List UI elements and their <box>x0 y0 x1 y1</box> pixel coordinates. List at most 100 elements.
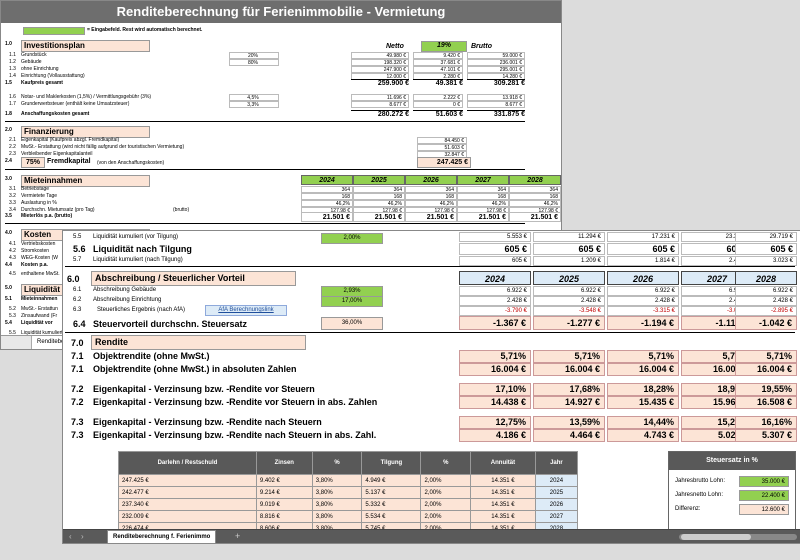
row-number: 5.5 <box>9 330 16 336</box>
loan-cell: 5.137 € <box>361 486 422 499</box>
horizontal-scrollbar[interactable] <box>679 534 797 540</box>
furniture-depreciation-input[interactable]: 17,00% <box>321 296 383 307</box>
tax-rate-input[interactable]: 36,00% <box>321 317 383 330</box>
divider <box>65 266 795 267</box>
tax-row-value[interactable]: 35.000 € <box>739 476 789 487</box>
loan-cell: 2027 <box>534 510 579 523</box>
value-cell: -2.895 € <box>735 306 797 316</box>
row-value[interactable]: 168 <box>301 193 353 200</box>
row-number: 5.1 <box>5 296 12 302</box>
row-value[interactable]: 168 <box>509 193 561 200</box>
acquisition-brutto: 331.875 € <box>467 110 525 118</box>
liquidity-label: Liquidität vor <box>21 320 53 326</box>
return-value: 4.464 € <box>533 429 605 442</box>
row-netto[interactable]: 198.320 € <box>351 59 409 66</box>
afa-calculation-link[interactable]: AfA Berechnungslink <box>205 305 287 316</box>
row-value[interactable]: 84.450 € <box>417 137 467 144</box>
return-label: Objektrendite (ohne MwSt.) in absoluten … <box>93 364 297 374</box>
cost-label: Stromkosten <box>21 248 50 254</box>
row-number: 1.2 <box>9 59 16 65</box>
loan-row: 237.340 €9.019 €3,80% 5.332 €2,00% 14.351 … <box>118 498 579 511</box>
value-cell: 6.922 € <box>533 286 605 296</box>
loan-row: 232.009 €8.816 €3,80% 5.534 €2,00% 14.351 … <box>118 510 579 523</box>
col-header-vat[interactable]: 19% <box>421 41 467 52</box>
value-cell: 5.553 € <box>459 232 531 242</box>
section-number: 2.0 <box>5 127 12 133</box>
loan-capital-value: 247.425 € <box>417 157 471 168</box>
divider <box>5 121 525 122</box>
row-input[interactable]: 3,3% <box>229 101 279 108</box>
row-netto: 8.677 € <box>351 101 409 108</box>
tax-advantage-label: Steuervorteil durchschn. Steuersatz <box>93 319 248 329</box>
tax-row-value[interactable]: 22.400 € <box>739 490 789 501</box>
section-title: Mieteinnahmen <box>21 175 150 187</box>
section-number: 4.0 <box>5 230 12 236</box>
loan-cell: 247.425 € <box>118 474 257 487</box>
row-number: 2.4 <box>5 158 12 164</box>
row-input[interactable]: 4,5% <box>229 94 279 101</box>
row-netto: 247.900 € <box>351 66 409 73</box>
row-input[interactable]: 20% <box>229 52 279 59</box>
row-value[interactable]: 168 <box>405 193 457 200</box>
tax-rate-header: Steuersatz in % <box>669 452 795 470</box>
return-label: Eigenkapital - Verzinsung bzw. -Rendite … <box>93 417 322 427</box>
row-label: MwSt.- Erstattung (wird nicht fällig auf… <box>21 144 185 150</box>
loan-cell: 242.477 € <box>118 486 257 499</box>
sheet-tab-active[interactable]: Renditeberechnung f. Ferienimmo <box>107 530 217 543</box>
col-header-brutto: Brutto <box>471 43 492 50</box>
row-number: 7.2 <box>71 397 84 407</box>
value-cell: -1.194 € <box>607 316 679 330</box>
year-header: 2026 <box>607 271 679 285</box>
legend-swatch <box>23 27 85 35</box>
tax-row-label: Jahresnetto Lohn: <box>675 492 724 498</box>
row-number: 7.1 <box>71 364 84 374</box>
tax-rate-box: Steuersatz in % Jahresbrutto Lohn: 35.000… <box>668 451 796 530</box>
row-label: Grunderwerbsteuer (enthält keine Umsatzs… <box>21 101 130 107</box>
loan-percentage-input[interactable]: 75% <box>21 157 45 168</box>
value-cell: -1.042 € <box>735 316 797 330</box>
loan-cell: 2024 <box>534 474 579 487</box>
liquidity-cumulative-after-label: Liquidität kumuliert (nach Tilgung) <box>93 257 183 263</box>
row-value[interactable]: 168 <box>353 193 405 200</box>
row-netto[interactable]: 49.980 € <box>351 52 409 59</box>
row-value: 46,2% <box>353 200 405 207</box>
year-header: 2026 <box>405 175 457 185</box>
value-cell: -1.277 € <box>533 316 605 330</box>
section-title: Abschreibung / Steuerlicher Vorteil <box>91 271 296 286</box>
vat-included-label: enthaltene MwSt. <box>21 271 60 277</box>
row-value[interactable]: 168 <box>457 193 509 200</box>
tab-scroll-left-icon[interactable]: ‹ <box>69 532 72 541</box>
sheet-tab-bar: ‹ › Renditeberechnung f. Ferienimmo + <box>63 529 800 543</box>
row-number: 3.4 <box>9 207 16 213</box>
row-label: Auslastung in % <box>21 200 57 206</box>
liquidity-input[interactable]: 2,00% <box>321 233 383 244</box>
return-label: Eigenkapital - Verzinsung bzw. -Rendite … <box>93 430 377 440</box>
return-value: 16.004 € <box>735 363 797 376</box>
value-cell: 2.428 € <box>607 296 679 306</box>
furniture-depreciation-label: Abschreibung Einrichtung <box>93 297 162 303</box>
loan-column-header: % <box>420 451 472 475</box>
purchase-price-netto: 259.900 € <box>351 79 409 87</box>
year-header: 2028 <box>509 175 561 185</box>
row-brutto: 13.918 € <box>467 94 525 101</box>
section-title: Investitionsplan <box>21 40 150 52</box>
scrollbar-thumb[interactable] <box>681 534 751 540</box>
loan-column-header: Jahr <box>534 451 579 475</box>
row-number: 1.4 <box>9 73 16 79</box>
row-number: 2.3 <box>9 151 16 157</box>
row-brutto: 295.001 € <box>467 66 525 73</box>
row-number: 4.5 <box>9 271 16 277</box>
row-label: Notar- und Maklerkosten (1,5%) / Vermitt… <box>21 94 152 100</box>
row-vat: 0 € <box>413 101 463 108</box>
purchase-price-vat: 49.381 € <box>413 79 463 87</box>
row-label: Gebäude <box>21 59 42 65</box>
purchase-price-brutto: 309.281 € <box>467 79 525 87</box>
value-cell: -3.548 € <box>533 306 605 316</box>
tab-scroll-right-icon[interactable]: › <box>81 532 84 541</box>
year-header: 2025 <box>353 175 405 185</box>
return-value: 16,16% <box>735 416 797 429</box>
row-input[interactable]: 80% <box>229 59 279 66</box>
section-number: 1.0 <box>5 41 12 47</box>
add-sheet-icon[interactable]: + <box>235 531 241 541</box>
row-number: 7.3 <box>71 430 84 440</box>
